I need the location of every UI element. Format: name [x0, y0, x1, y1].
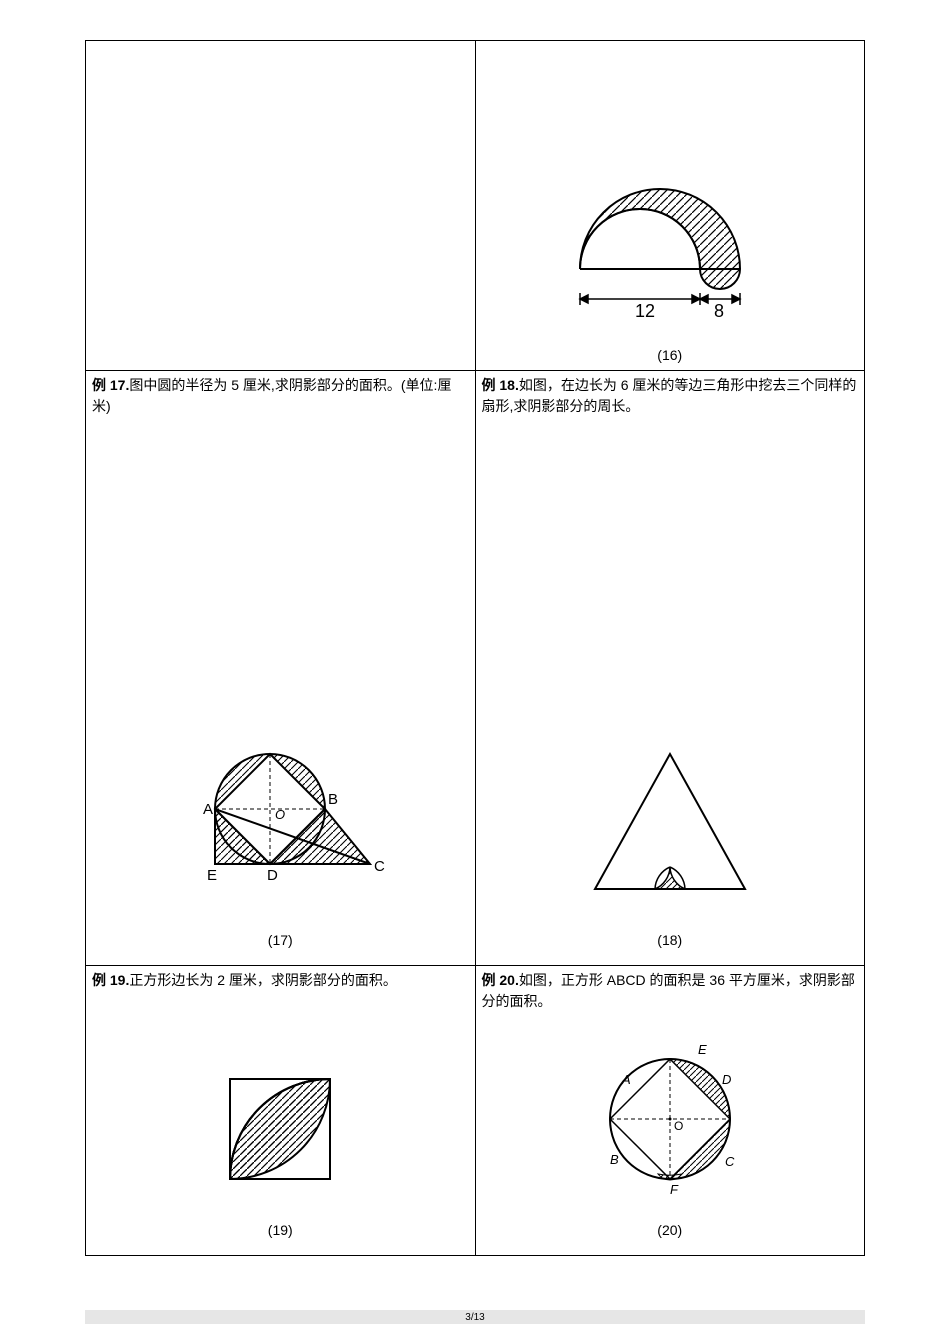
- figure-20: A B C D E F O (20): [482, 1012, 859, 1251]
- figure-20-svg: A B C D E F O: [570, 1034, 770, 1214]
- fig20-O: O: [674, 1119, 683, 1133]
- problem-20-num: 例 20.: [482, 972, 519, 988]
- cell-r2c2: 例 18.如图，在边长为 6 厘米的等边三角形中挖去三个同样的扇形,求阴影部分的…: [475, 371, 865, 966]
- fig17-A: A: [203, 801, 213, 818]
- cell-r1c2: 12 8 (16): [475, 41, 865, 371]
- problem-19-text: 例 19.正方形边长为 2 厘米，求阴影部分的面积。: [92, 970, 469, 991]
- problem-18-text: 例 18.如图，在边长为 6 厘米的等边三角形中挖去三个同样的扇形,求阴影部分的…: [482, 375, 859, 417]
- figure-19-label: (19): [268, 1220, 293, 1241]
- cell-r1c1: [86, 41, 476, 371]
- problem-17-text: 例 17.图中圆的半径为 5 厘米,求阴影部分的面积。(单位:厘米): [92, 375, 469, 417]
- figure-18-label: (18): [657, 930, 682, 951]
- figure-16: 12 8 (16): [482, 45, 859, 366]
- figure-16-svg: 12 8: [540, 149, 800, 339]
- fig17-B: B: [328, 791, 338, 808]
- problem-20-body: 如图，正方形 ABCD 的面积是 36 平方厘米，求阴影部分的面积。: [482, 972, 855, 1009]
- fig20-D: D: [722, 1072, 731, 1087]
- figure-16-label: (16): [657, 345, 682, 366]
- page-number: 3/13: [465, 1312, 484, 1323]
- cell-r2c1: 例 17.图中圆的半径为 5 厘米,求阴影部分的面积。(单位:厘米): [86, 371, 476, 966]
- fig17-D: D: [267, 867, 278, 884]
- fig20-A: A: [621, 1072, 631, 1087]
- problem-17-num: 例 17.: [92, 377, 129, 393]
- figure-17-svg: A B C D E O: [165, 734, 395, 924]
- problem-17-body: 图中圆的半径为 5 厘米,求阴影部分的面积。(单位:厘米): [92, 377, 451, 414]
- page-footer: 3/13: [0, 1310, 950, 1324]
- fig17-C: C: [374, 858, 385, 875]
- cell-r3c2: 例 20.如图，正方形 ABCD 的面积是 36 平方厘米，求阴影部分的面积。: [475, 966, 865, 1256]
- figure-17: A B C D E O (17): [92, 417, 469, 961]
- figure-18-svg: [570, 739, 770, 924]
- figure-19-svg: [205, 1064, 355, 1214]
- figure-17-label: (17): [268, 930, 293, 951]
- problem-19-body: 正方形边长为 2 厘米，求阴影部分的面积。: [129, 972, 397, 988]
- footer-bar: 3/13: [85, 1310, 865, 1324]
- fig20-F: F: [670, 1182, 679, 1197]
- problem-18-body: 如图，在边长为 6 厘米的等边三角形中挖去三个同样的扇形,求阴影部分的周长。: [482, 377, 857, 414]
- fig20-B: B: [610, 1152, 619, 1167]
- problem-19-num: 例 19.: [92, 972, 129, 988]
- fig20-E: E: [698, 1042, 707, 1057]
- problem-20-text: 例 20.如图，正方形 ABCD 的面积是 36 平方厘米，求阴影部分的面积。: [482, 970, 859, 1012]
- page-container: 12 8 (16) 例 17.图中圆的半径为 5 厘米,求阴影部分的面积。(单位…: [0, 0, 950, 1296]
- worksheet-table: 12 8 (16) 例 17.图中圆的半径为 5 厘米,求阴影部分的面积。(单位…: [85, 40, 865, 1256]
- figure-20-label: (20): [657, 1220, 682, 1241]
- figure-19: (19): [92, 991, 469, 1251]
- cell-r3c1: 例 19.正方形边长为 2 厘米，求阴影部分的面积。: [86, 966, 476, 1256]
- figure-18: (18): [482, 417, 859, 961]
- fig17-E: E: [207, 867, 217, 884]
- fig20-C: C: [725, 1154, 735, 1169]
- fig17-O: O: [275, 807, 285, 822]
- fig16-dim-left: 12: [635, 301, 655, 321]
- fig16-dim-right: 8: [714, 301, 724, 321]
- problem-18-num: 例 18.: [482, 377, 519, 393]
